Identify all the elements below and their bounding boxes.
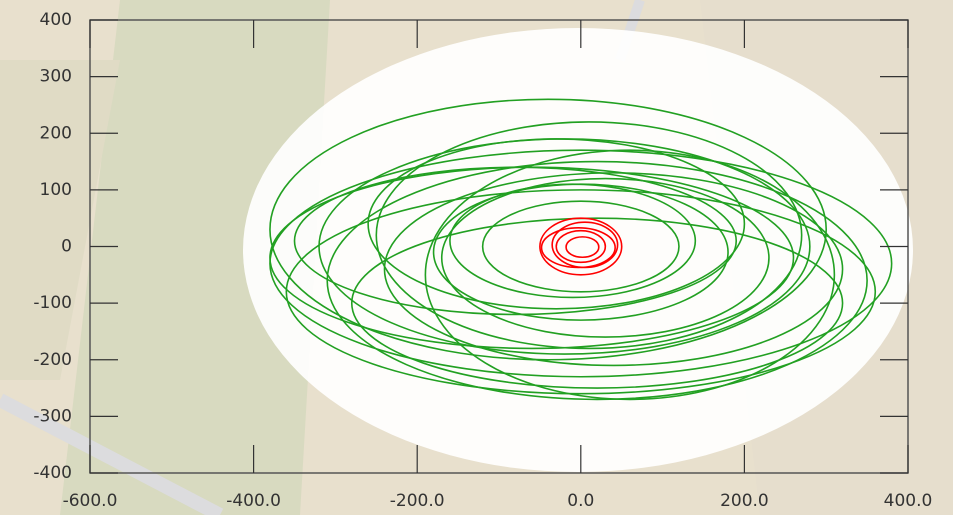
y-tick-label: 400: [40, 10, 72, 30]
x-tick-label: 0.0: [567, 491, 594, 511]
y-tick-label: 300: [40, 67, 72, 87]
x-tick-label: 400.0: [884, 491, 933, 511]
background-photo: [0, 0, 953, 515]
page: {"chart_data": {"type": "ellipse", "xlim…: [0, 0, 953, 515]
y-tick-label: -200: [33, 350, 72, 370]
y-tick-label: 0: [61, 237, 72, 257]
x-tick-label: -400.0: [226, 491, 281, 511]
y-tick-label: -400: [33, 463, 72, 483]
y-tick-label: 100: [40, 180, 72, 200]
y-tick-label: 200: [40, 123, 72, 143]
x-tick-label: -600.0: [63, 491, 118, 511]
chart: -600.0 -400.0 -200.0 0.0 200.0 400.0 -400 -300 -…: [0, 0, 953, 515]
x-tick-label: -200.0: [390, 491, 445, 511]
y-tick-label: -100: [33, 293, 72, 313]
x-tick-label: 200.0: [720, 491, 769, 511]
y-tick-label: -300: [33, 406, 72, 426]
